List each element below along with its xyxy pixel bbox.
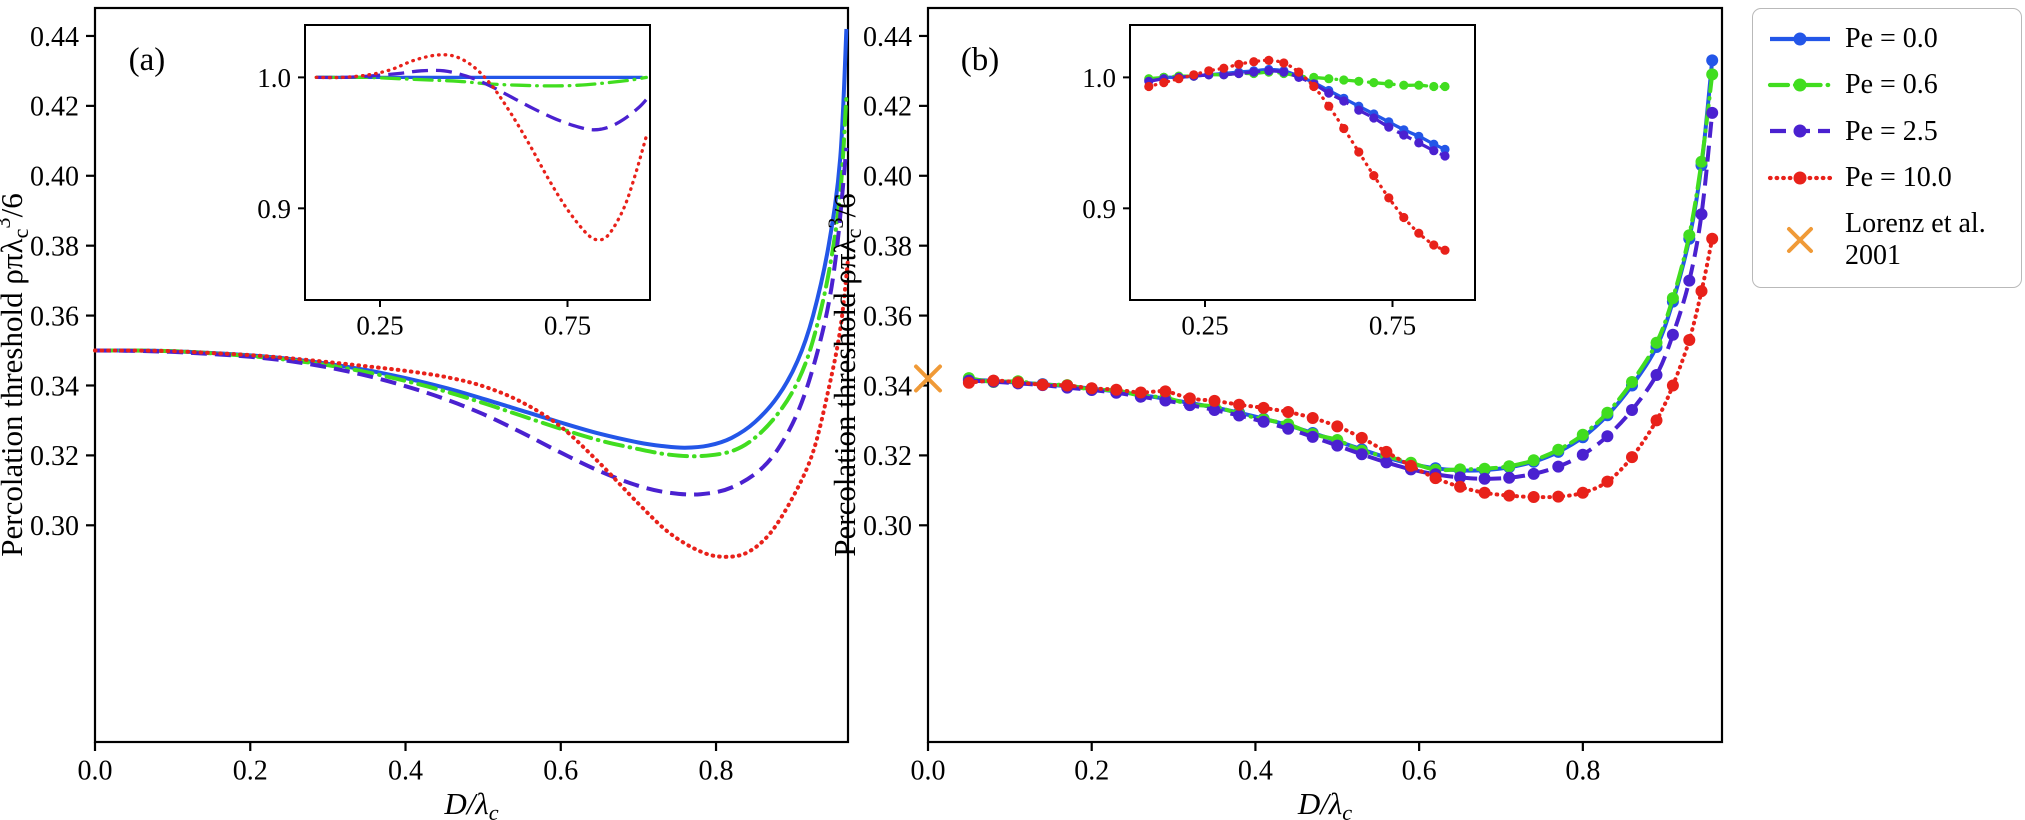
y-tick-label: 0.42 xyxy=(30,92,79,123)
legend-entry-label: Pe = 0.0 xyxy=(1845,23,1938,54)
y-tick-label: 0.30 xyxy=(863,511,912,542)
y-axis-label: Percolation threshold ρπλc3/6 xyxy=(0,193,33,556)
x-tick-label: 0.8 xyxy=(699,756,734,787)
y-tick-label: 1.0 xyxy=(257,63,291,93)
x-tick-label: 0.2 xyxy=(1074,756,1109,787)
x-tick-label: 0.6 xyxy=(1402,756,1437,787)
legend-entry-label: Lorenz et al. 2001 xyxy=(1845,208,1986,271)
y-axis-label: Percolation threshold ρπλc3/6 xyxy=(823,193,866,556)
legend-entry: Pe = 10.0 xyxy=(1767,162,2005,193)
y-tick-label: 0.32 xyxy=(863,441,912,472)
series-line-pe-10.0 xyxy=(1147,58,1447,252)
panel-label: (a) xyxy=(129,42,166,78)
scatter-lorenz-et-al.-2001 xyxy=(914,364,942,393)
legend-sample-line-icon xyxy=(1767,78,1833,92)
series-line-pe-10.0 xyxy=(314,53,648,242)
y-tick-label: 0.44 xyxy=(30,22,79,53)
y-tick-label: 0.36 xyxy=(30,301,79,332)
legend-entry: Pe = 0.6 xyxy=(1767,69,2005,100)
series-line-pe-10.0 xyxy=(93,257,850,559)
legend: Pe = 0.0 Pe = 0.6 Pe = 2.5 Pe = 10.0 Lor… xyxy=(1752,8,2022,289)
y-tick-label: 0.9 xyxy=(1082,194,1116,224)
legend-sample-line-icon xyxy=(1770,32,1830,46)
y-tick-label: 1.0 xyxy=(1082,63,1116,93)
y-tick-label: 0.32 xyxy=(30,441,79,472)
y-tick-label: 0.9 xyxy=(257,194,291,224)
y-tick-label: 0.42 xyxy=(863,92,912,123)
panel-label: (b) xyxy=(961,42,999,78)
y-tick-label: 0.38 xyxy=(30,231,79,262)
y-tick-label: 0.36 xyxy=(863,301,912,332)
x-axis-label: D/λc xyxy=(1297,786,1352,820)
axes-b: 0.0 0.2 0.4 0.6 0.8 0.30 0.32 0.34 0.36 0.38 0.40 0… xyxy=(823,6,1724,820)
inset-axes-a: 0.25 0.75 0.9 1.0 xyxy=(257,24,651,341)
x-tick-label: 0.8 xyxy=(1565,756,1600,787)
y-tick-label: 0.34 xyxy=(863,371,912,402)
legend-sample-line-icon xyxy=(1767,171,1833,185)
legend-entry-label: Pe = 10.0 xyxy=(1845,162,1952,194)
y-tick-label: 0.40 xyxy=(30,162,79,193)
series-line-pe-10.0 xyxy=(966,236,1715,500)
legend-entry: Pe = 2.5 xyxy=(1767,116,2005,147)
y-tick-label: 0.34 xyxy=(30,371,79,402)
x-tick-label: 0.4 xyxy=(1238,756,1273,787)
legend-entry-label: Pe = 2.5 xyxy=(1845,115,1938,147)
series-group-b xyxy=(962,54,1719,503)
series-line-pe-2.5 xyxy=(316,68,648,132)
axes-a: 0.0 0.2 0.4 0.6 0.8 0.30 0.32 0.34 0.36 0.38 0.40 0… xyxy=(0,6,850,820)
x-tick-label: 0.2 xyxy=(233,756,268,787)
series-markers-pe-10.0 xyxy=(962,232,1719,503)
series-line-pe-2.5 xyxy=(94,147,849,497)
inset-series-group-b xyxy=(1144,55,1450,255)
inset-series-group-a xyxy=(314,53,648,242)
x-tick-label: 0.0 xyxy=(911,756,946,787)
legend-sample-line-icon xyxy=(1770,124,1830,138)
legend-sample-x-marker-icon xyxy=(1787,226,1813,253)
y-tick-label: 0.40 xyxy=(863,162,912,193)
x-tick-label: 0.25 xyxy=(1181,311,1228,341)
legend-entry-label: Pe = 0.6 xyxy=(1845,69,1938,101)
x-axis-label: D/λc xyxy=(443,786,498,820)
series-group-a xyxy=(93,28,850,559)
x-tick-label: 0.0 xyxy=(78,756,113,787)
y-tick-label: 0.38 xyxy=(863,231,912,262)
x-tick-label: 0.25 xyxy=(356,311,403,341)
y-tick-label: 0.30 xyxy=(30,511,79,542)
y-tick-label: 0.44 xyxy=(863,22,912,53)
x-tick-label: 0.75 xyxy=(544,311,591,341)
legend-entry: Lorenz et al. 2001 xyxy=(1767,208,2005,271)
legend-entry: Pe = 0.0 xyxy=(1767,23,2005,54)
series-markers-pe-10.0 xyxy=(1144,55,1450,255)
x-tick-label: 0.75 xyxy=(1369,311,1416,341)
x-tick-label: 0.6 xyxy=(543,756,578,787)
x-tick-label: 0.4 xyxy=(388,756,423,787)
